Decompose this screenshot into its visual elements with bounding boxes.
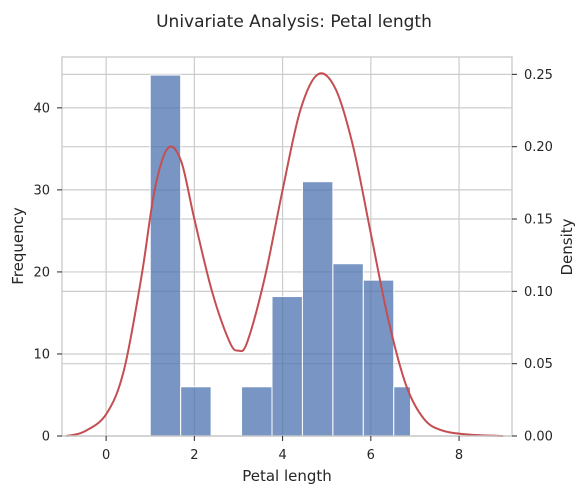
y-axis-ticks: 0 10 20 30 40 (33, 101, 62, 445)
y2-tick-label: 0.15 (524, 213, 553, 228)
histogram-bar (393, 386, 412, 437)
x-axis-ticks: 0 2 4 6 8 (102, 436, 463, 463)
chart-title: Univariate Analysis: Petal length (156, 12, 432, 32)
histogram-bar (241, 386, 273, 437)
density-curve-group (66, 72, 504, 437)
histogram-bar (180, 386, 212, 437)
plot-frame (61, 56, 513, 437)
plot-border (61, 56, 513, 437)
density-curve (66, 72, 504, 437)
y-tick-label: 0 (42, 430, 50, 445)
x-axis-label: Petal length (242, 467, 332, 485)
y2-axis-ticks: 0.00 0.05 0.10 0.15 0.20 0.25 (512, 68, 553, 445)
y2-tick-label: 0.25 (524, 68, 553, 83)
y-tick-label: 40 (33, 101, 50, 116)
histogram-bar (271, 296, 303, 437)
y2-tick-label: 0.10 (524, 285, 553, 300)
x-tick-label: 6 (367, 448, 375, 463)
y-tick-label: 10 (33, 347, 50, 362)
x-tick-label: 2 (190, 448, 198, 463)
histogram-bars (149, 74, 412, 437)
y2-tick-label: 0.20 (524, 140, 553, 155)
x-tick-label: 4 (278, 448, 286, 463)
y2-tick-label: 0.00 (524, 430, 553, 445)
y-tick-label: 20 (33, 265, 50, 280)
y-tick-label: 30 (33, 183, 50, 198)
histogram-bar (362, 279, 395, 437)
histogram-bar (149, 74, 182, 437)
y2-axis-label: Density (558, 218, 576, 275)
histogram-bar (332, 263, 364, 437)
x-tick-label: 8 (455, 448, 463, 463)
histogram-bar (301, 181, 334, 437)
y-axis-label: Frequency (9, 207, 27, 285)
y2-tick-label: 0.05 (524, 357, 553, 372)
x-tick-label: 0 (102, 448, 110, 463)
